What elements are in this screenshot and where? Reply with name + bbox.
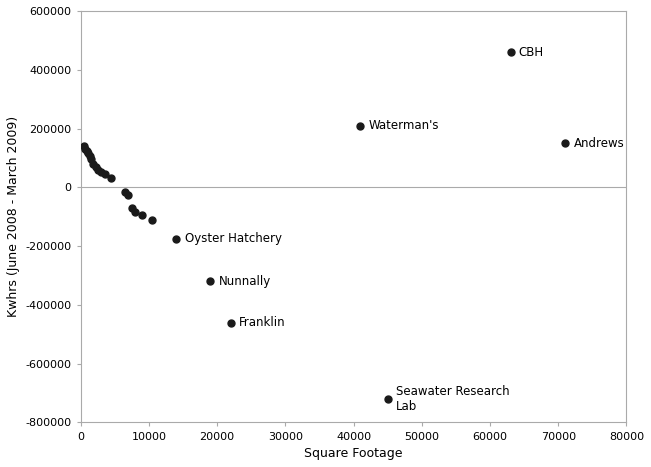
Point <box>505 49 516 56</box>
Point <box>130 209 141 216</box>
Point <box>106 174 117 182</box>
Point <box>86 156 96 163</box>
X-axis label: Square Footage: Square Footage <box>304 447 403 460</box>
Text: Franklin: Franklin <box>239 316 286 329</box>
Text: Waterman's: Waterman's <box>368 119 439 132</box>
Text: Nunnally: Nunnally <box>219 275 271 288</box>
Point <box>225 319 236 326</box>
Point <box>126 204 137 212</box>
Point <box>205 278 215 285</box>
Point <box>123 191 133 198</box>
Point <box>560 140 570 147</box>
Text: Andrews: Andrews <box>574 137 624 150</box>
Y-axis label: Kwhrs (June 2008 - March 2009): Kwhrs (June 2008 - March 2009) <box>7 116 20 317</box>
Point <box>383 395 393 403</box>
Point <box>81 148 92 155</box>
Text: CBH: CBH <box>519 46 544 58</box>
Point <box>171 235 182 242</box>
Point <box>93 166 104 173</box>
Point <box>96 168 106 176</box>
Point <box>137 212 147 219</box>
Point <box>83 149 93 156</box>
Point <box>90 163 101 170</box>
Point <box>355 122 366 129</box>
Point <box>85 152 95 160</box>
Text: Seawater Research
Lab: Seawater Research Lab <box>396 385 510 413</box>
Point <box>80 145 90 153</box>
Point <box>88 160 98 168</box>
Point <box>100 170 110 178</box>
Point <box>120 188 130 196</box>
Text: Oyster Hatchery: Oyster Hatchery <box>184 232 281 245</box>
Point <box>147 216 158 223</box>
Point <box>79 142 89 150</box>
